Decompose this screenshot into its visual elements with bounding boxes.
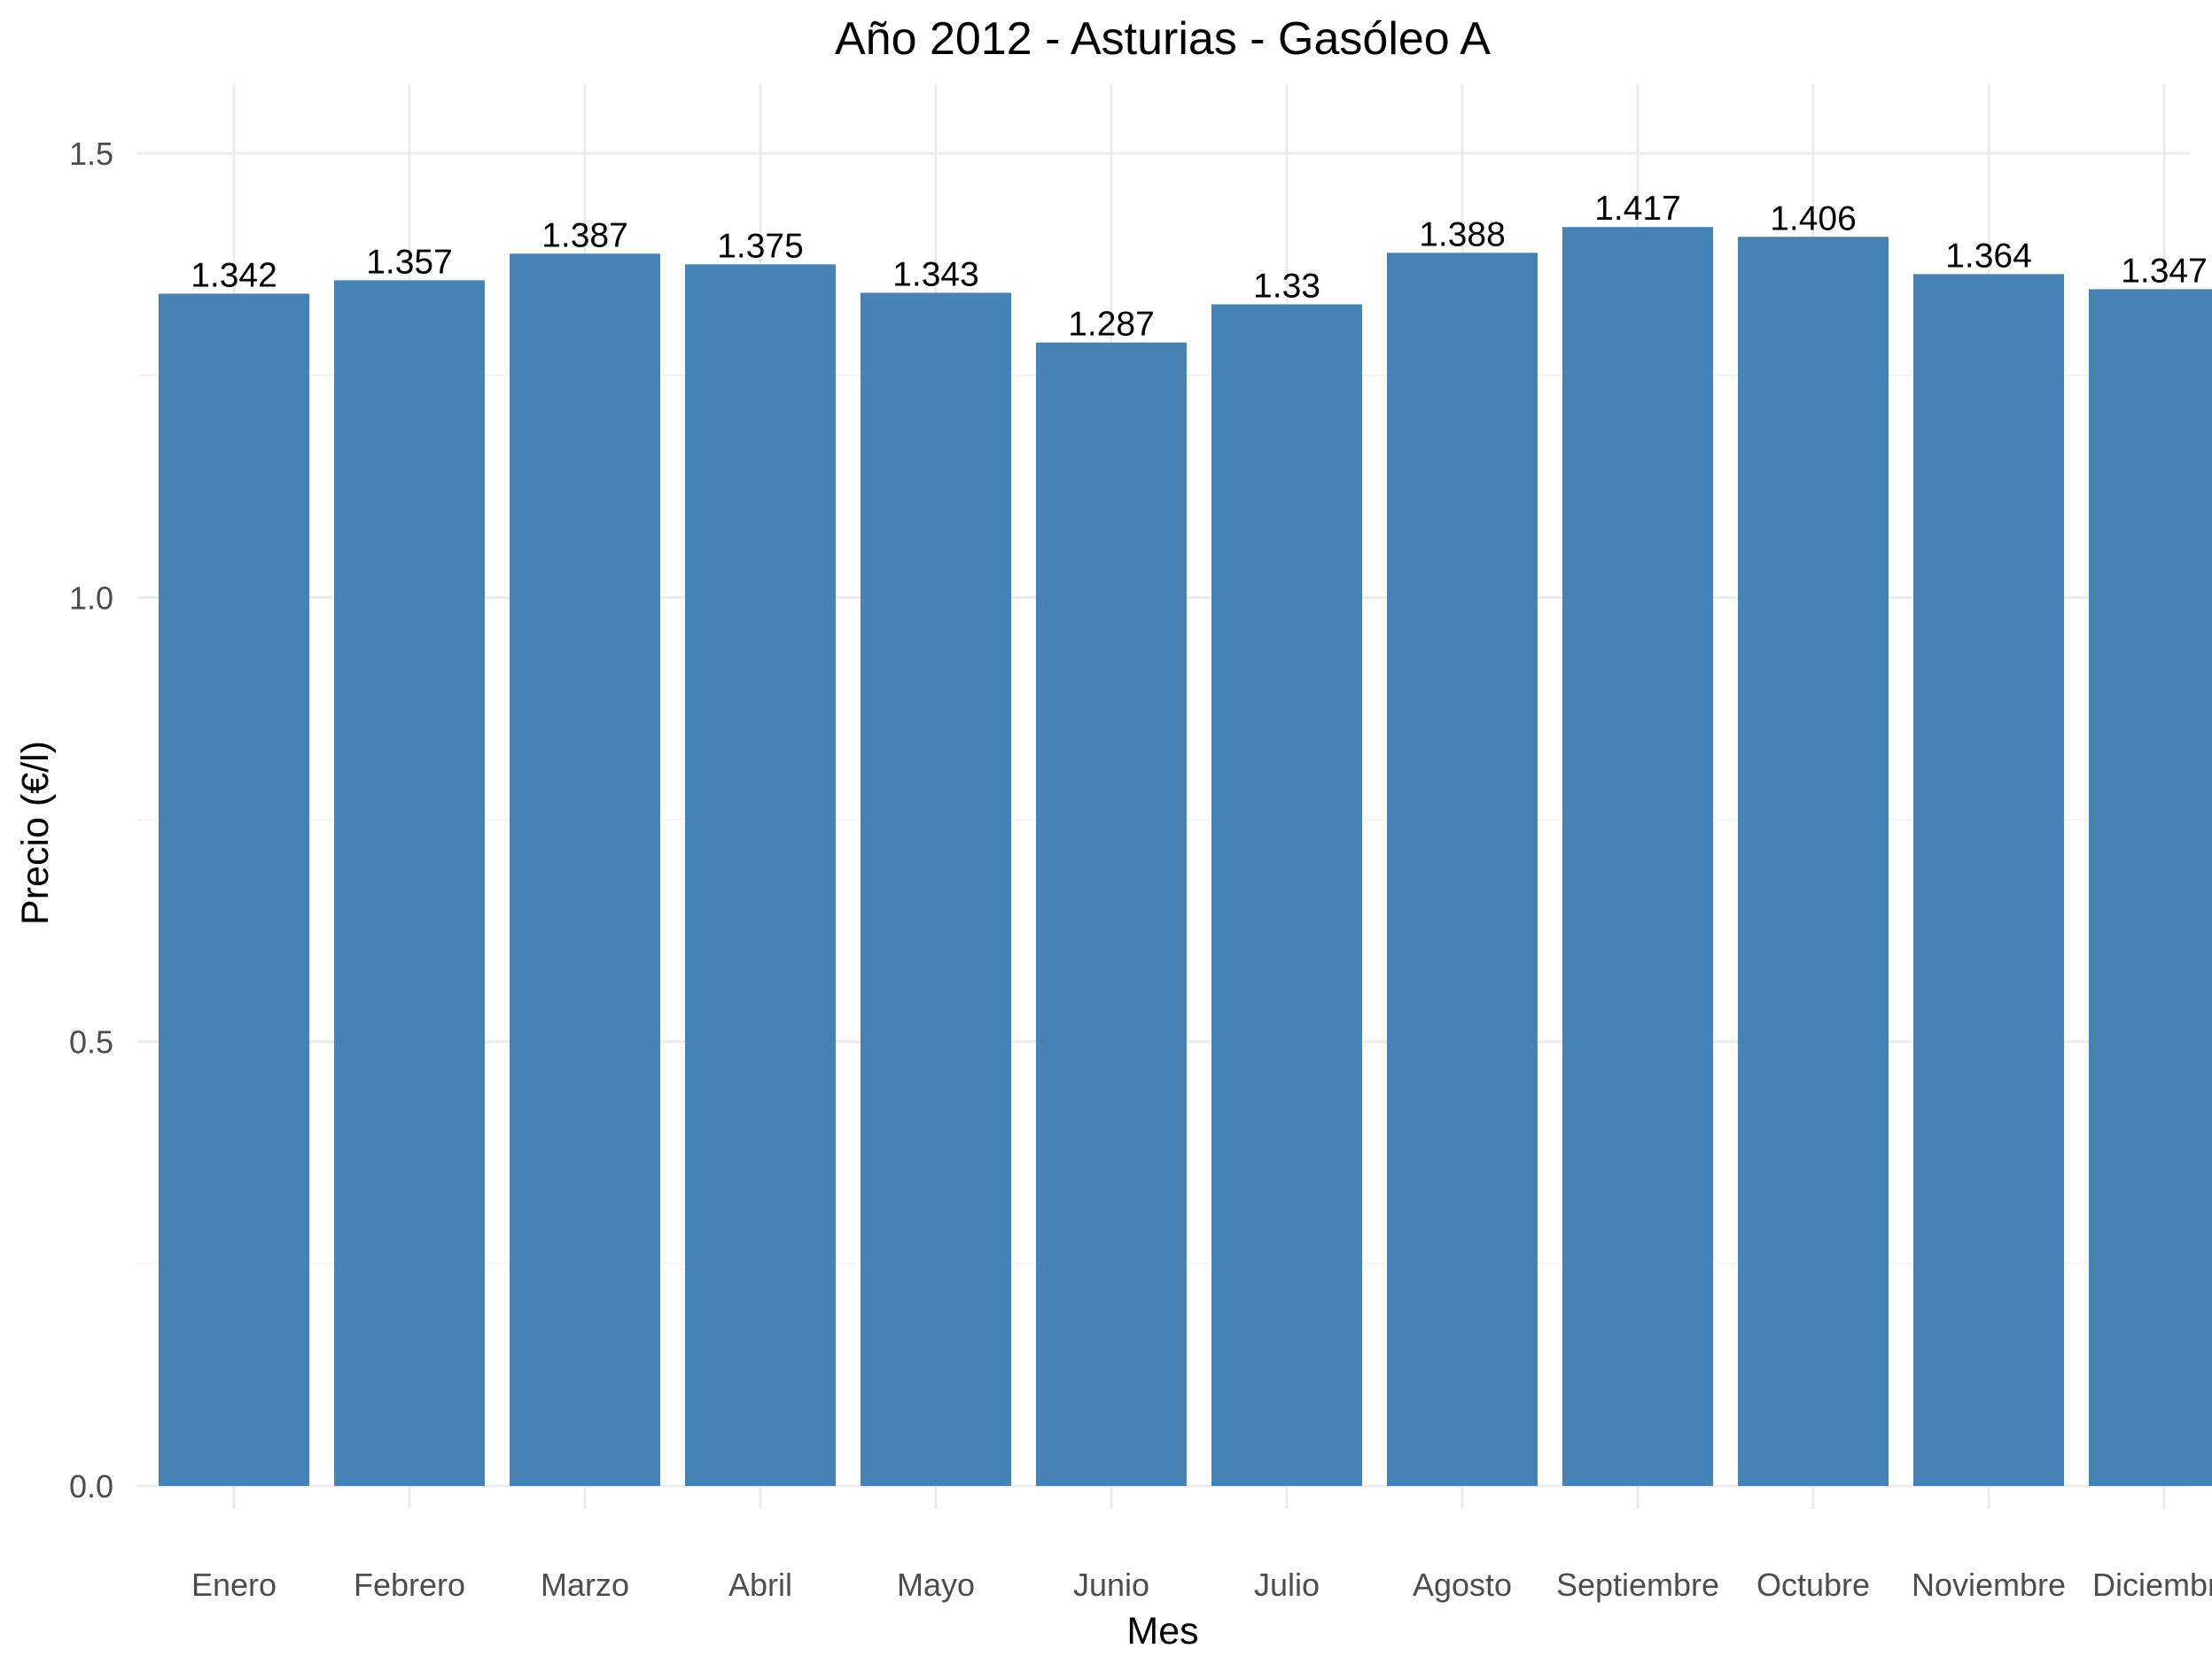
y-tick-label: 0.0: [69, 1468, 113, 1505]
bar-enero: [159, 293, 309, 1486]
chart-title: Año 2012 - Asturias - Gasóleo A: [835, 13, 1491, 65]
x-tick-label: Enero: [191, 1567, 276, 1603]
bar-julio: [1211, 304, 1362, 1486]
x-axis-title: Mes: [1126, 1610, 1198, 1653]
data-label: 1.417: [1594, 190, 1681, 228]
x-tick-label: Junio: [1073, 1567, 1149, 1603]
data-label: 1.375: [717, 227, 804, 265]
y-axis-title: Precio (€/l): [14, 741, 57, 925]
data-label: 1.347: [2121, 252, 2208, 290]
data-label: 1.357: [366, 243, 453, 281]
bar-junio: [1036, 343, 1187, 1486]
x-tick-label: Abril: [728, 1567, 792, 1603]
x-tick-label: Octubre: [1756, 1567, 1870, 1603]
data-label: 1.342: [191, 256, 277, 294]
x-axis-ticks: Enero Febrero Marzo Abril Mayo Junio Julio Agos…: [191, 1567, 2212, 1603]
bar-diciembre: [2089, 289, 2212, 1486]
y-tick-label: 1.0: [69, 579, 113, 616]
data-label: 1.388: [1419, 215, 1506, 253]
bar-abril: [685, 264, 836, 1486]
bars: [159, 227, 2212, 1486]
bar-septiembre: [1562, 227, 1713, 1486]
y-tick-label: 0.5: [69, 1024, 113, 1061]
bar-febrero: [334, 280, 485, 1486]
y-axis-ticks: 0.0 0.5 1.0 1.5: [69, 136, 113, 1505]
data-label: 1.287: [1068, 306, 1155, 344]
x-tick-label: Agosto: [1413, 1567, 1512, 1603]
bar-noviembre: [1913, 274, 2064, 1486]
bar-mayo: [861, 292, 1011, 1486]
data-label: 1.364: [1945, 237, 2032, 275]
x-tick-label: Diciembre: [2092, 1567, 2212, 1603]
x-tick-label: Julio: [1254, 1567, 1320, 1603]
x-tick-label: Marzo: [541, 1567, 629, 1603]
y-tick-label: 1.5: [69, 136, 113, 172]
x-tick-label: Febrero: [354, 1567, 465, 1603]
x-tick-label: Noviembre: [1912, 1567, 2066, 1603]
bar-agosto: [1387, 253, 1538, 1486]
data-label: 1.343: [892, 255, 979, 293]
bar-marzo: [510, 253, 660, 1486]
data-labels: 1.342 1.357 1.387 1.375 1.343 1.287 1.33 1.388 1…: [191, 190, 2208, 343]
data-label: 1.406: [1770, 199, 1857, 237]
bar-octubre: [1738, 237, 1889, 1486]
data-label: 1.33: [1253, 267, 1320, 305]
x-tick-label: Septiembre: [1556, 1567, 1719, 1603]
data-label: 1.387: [541, 216, 628, 254]
x-tick-label: Mayo: [897, 1567, 975, 1603]
